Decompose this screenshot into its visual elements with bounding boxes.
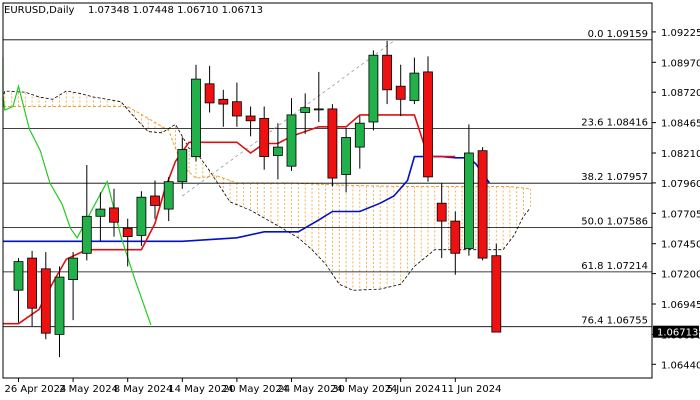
symbol-title: EURUSD,Daily: [4, 5, 75, 16]
bullish-candle: [368, 54, 379, 123]
bearish-candle: [423, 71, 433, 178]
bullish-candle: [136, 196, 147, 236]
bullish-candle: [272, 146, 283, 156]
y-tick-label: 1.08210: [661, 149, 700, 160]
x-tick-label: 20 May 2024: [223, 384, 288, 395]
bullish-candle: [163, 181, 174, 210]
plot-border: [2, 2, 653, 379]
y-tick-label: 1.07705: [661, 209, 700, 220]
bullish-candle: [286, 114, 297, 167]
bearish-candle: [150, 195, 160, 206]
bullish-candle: [463, 152, 474, 249]
bullish-candle: [54, 276, 65, 335]
x-tick-label: 14 May 2024: [168, 384, 233, 395]
fib-level-label: 76.4 1.06755: [581, 316, 648, 327]
y-tick-label: 1.08465: [661, 119, 700, 130]
bearish-candle: [204, 83, 215, 104]
bullish-candle: [68, 257, 78, 281]
bullish-candle: [409, 72, 420, 101]
y-tick-label: 1.09225: [661, 28, 700, 39]
bullish-candle: [341, 137, 352, 175]
x-tick-label: 8 May 2024: [114, 384, 173, 395]
bearish-candle: [382, 54, 393, 91]
fib-level-label: 61.8 1.07214: [581, 261, 648, 272]
bullish-candle: [95, 208, 106, 217]
bullish-candle: [313, 108, 324, 111]
current-price-box: [653, 325, 699, 338]
fib-level-label: 0.0 1.09159: [588, 29, 648, 40]
x-tick-label: 30 May 2024: [332, 384, 397, 395]
y-tick-label: 1.06945: [661, 300, 700, 311]
bearish-candle: [218, 98, 229, 105]
current-price-label: 1.06713: [657, 328, 698, 339]
y-tick-label: 1.08970: [661, 58, 700, 69]
y-tick-label: 1.08720: [661, 88, 700, 99]
bearish-candle: [27, 257, 38, 309]
bearish-candle: [395, 85, 406, 100]
y-tick-label: 1.07200: [661, 270, 700, 281]
bearish-candle: [245, 115, 256, 122]
bullish-candle: [13, 261, 24, 291]
fib-level-label: 50.0 1.07586: [581, 217, 648, 228]
price-axis: 1.09225 1.08970 1.08720 1.08465 1.08210 1.079…: [652, 28, 700, 371]
bearish-candle: [491, 255, 502, 333]
fibonacci-levels: 0.0 1.09159 23.6 1.08416 38.2 1.07957 50.0 …: [3, 29, 652, 328]
candles: [13, 40, 502, 358]
x-tick-label: 11 Jun 2024: [441, 384, 501, 395]
x-tick-label: 2 May 2024: [59, 384, 118, 395]
bullish-candle: [354, 122, 365, 148]
bullish-candle: [300, 107, 311, 113]
bearish-candle: [231, 101, 242, 117]
fib-level-label: 23.6 1.08416: [581, 118, 648, 129]
x-tick-label: 5 Jun 2024: [387, 384, 441, 395]
chart-frame: [2, 2, 653, 379]
senkou-span-b: [2, 90, 531, 291]
bearish-candle: [40, 268, 51, 334]
y-tick-label: 1.07450: [661, 240, 700, 251]
bearish-candle: [477, 150, 488, 259]
trendline: [182, 40, 395, 197]
bearish-candle: [259, 118, 270, 158]
ichimoku-cloud: [2, 90, 531, 291]
kijun-sen-line: [3, 155, 491, 243]
bearish-candle: [450, 220, 461, 254]
fib-level-label: 38.2 1.07957: [581, 172, 648, 183]
y-tick-label: 1.06440: [661, 360, 700, 371]
ohlc-readout: 1.07348 1.07448 1.06710 1.06713: [88, 5, 263, 16]
bearish-candle: [327, 108, 338, 179]
x-tick-label: 26 Apr 2024: [5, 384, 67, 395]
bullish-candle: [177, 149, 188, 183]
bearish-candle: [122, 227, 133, 237]
bearish-candle: [109, 207, 119, 223]
bullish-candle: [191, 78, 201, 158]
bearish-candle: [436, 202, 447, 222]
bullish-candle: [81, 215, 92, 254]
y-tick-label: 1.07960: [661, 179, 700, 190]
x-tick-label: 24 May 2024: [278, 384, 343, 395]
tenkan-sen-line: [3, 114, 456, 325]
